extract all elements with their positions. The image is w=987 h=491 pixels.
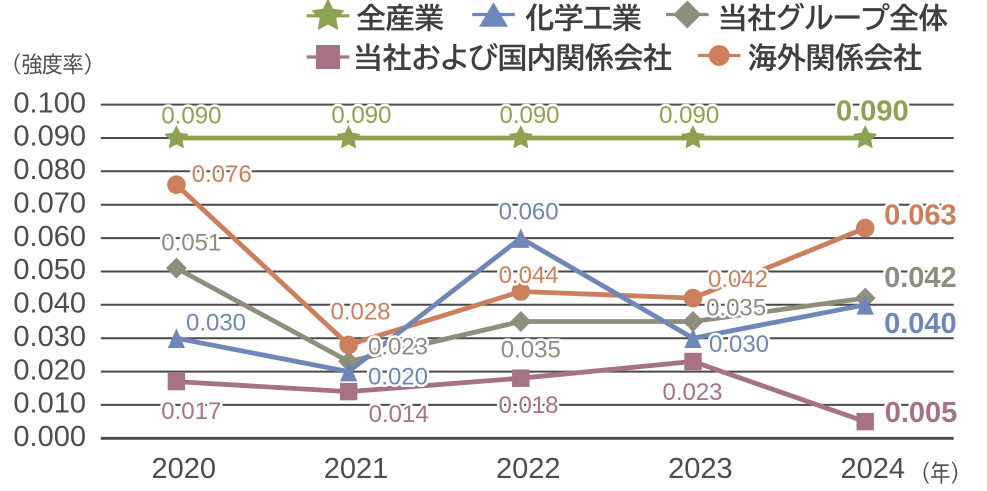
svg-text:0.000: 0.000 bbox=[13, 421, 86, 453]
svg-text:2024: 2024 bbox=[841, 453, 906, 485]
svg-text:0.020: 0.020 bbox=[368, 364, 428, 391]
svg-text:0.005: 0.005 bbox=[885, 397, 958, 429]
svg-text:0.023: 0.023 bbox=[368, 333, 428, 360]
svg-text:0.030: 0.030 bbox=[13, 321, 86, 353]
svg-text:2022: 2022 bbox=[496, 453, 561, 485]
svg-text:0.076: 0.076 bbox=[192, 161, 252, 188]
svg-text:0.100: 0.100 bbox=[13, 87, 86, 119]
svg-text:0.070: 0.070 bbox=[13, 187, 86, 219]
svg-text:0.028: 0.028 bbox=[330, 299, 390, 326]
svg-text:0.040: 0.040 bbox=[884, 308, 957, 340]
svg-text:2023: 2023 bbox=[668, 453, 733, 485]
svg-text:0.042: 0.042 bbox=[708, 266, 768, 293]
svg-text:0.042: 0.042 bbox=[884, 262, 957, 294]
svg-text:0.014: 0.014 bbox=[369, 401, 429, 428]
svg-text:0.090: 0.090 bbox=[161, 102, 221, 129]
svg-text:0.080: 0.080 bbox=[13, 154, 86, 186]
svg-text:0.023: 0.023 bbox=[662, 379, 722, 406]
svg-text:0.020: 0.020 bbox=[13, 354, 86, 386]
svg-text:0.060: 0.060 bbox=[13, 221, 86, 253]
svg-text:0.035: 0.035 bbox=[501, 337, 561, 364]
svg-text:2020: 2020 bbox=[152, 453, 217, 485]
svg-text:2021: 2021 bbox=[324, 453, 389, 485]
svg-text:0.030: 0.030 bbox=[709, 331, 769, 358]
svg-text:0.060: 0.060 bbox=[499, 198, 559, 225]
svg-text:0.050: 0.050 bbox=[13, 254, 86, 286]
svg-text:0.051: 0.051 bbox=[161, 229, 221, 256]
svg-text:0.044: 0.044 bbox=[499, 262, 559, 289]
svg-text:0.040: 0.040 bbox=[13, 288, 86, 320]
svg-text:0.018: 0.018 bbox=[498, 392, 558, 419]
svg-text:0.090: 0.090 bbox=[331, 102, 391, 129]
svg-text:0.090: 0.090 bbox=[499, 102, 559, 129]
svg-text:0.017: 0.017 bbox=[161, 398, 221, 425]
svg-text:0.063: 0.063 bbox=[884, 200, 957, 232]
svg-text:0.090: 0.090 bbox=[13, 121, 86, 153]
svg-text:0.090: 0.090 bbox=[659, 102, 719, 129]
svg-text:0.035: 0.035 bbox=[706, 294, 766, 321]
svg-text:0.030: 0.030 bbox=[186, 309, 246, 336]
svg-text:0.010: 0.010 bbox=[13, 388, 86, 420]
svg-text:0.090: 0.090 bbox=[836, 96, 909, 128]
